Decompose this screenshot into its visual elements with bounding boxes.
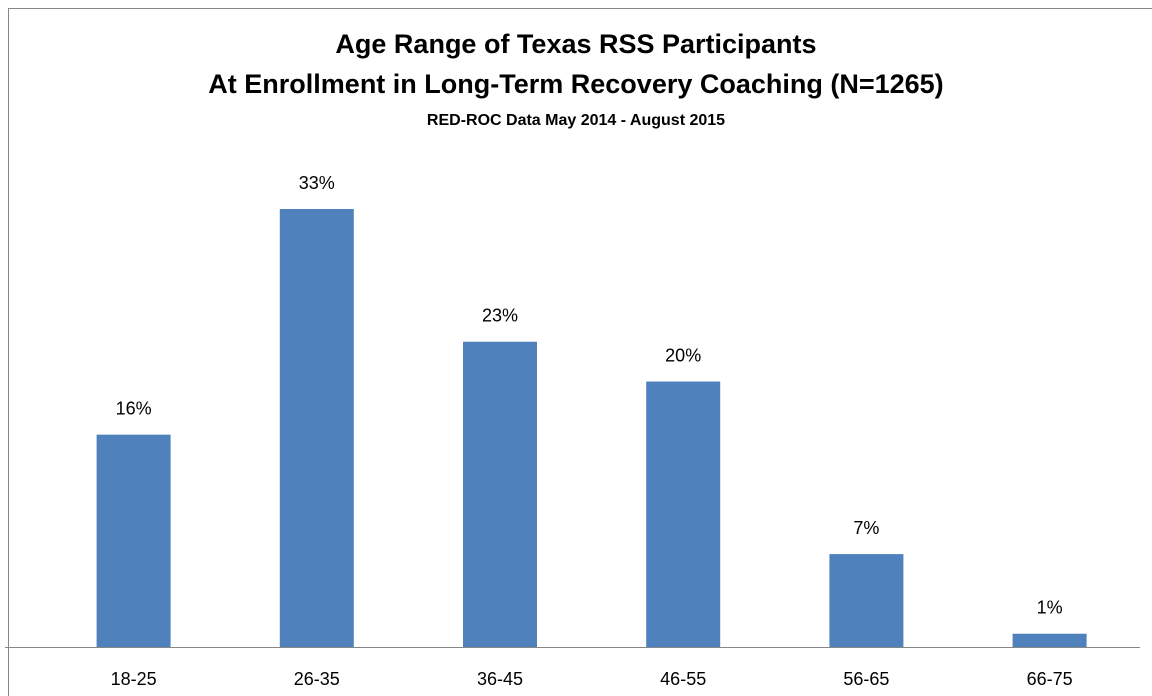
data-label: 20% xyxy=(665,345,701,365)
chart-frame xyxy=(8,8,1152,696)
chart-subtitle: RED-ROC Data May 2014 - August 2015 xyxy=(427,112,725,129)
x-tick-label: 36-45 xyxy=(477,669,523,689)
data-label: 33% xyxy=(299,173,335,193)
bar xyxy=(279,209,354,647)
data-label: 7% xyxy=(853,518,879,538)
x-tick-label: 56-65 xyxy=(843,669,889,689)
x-tick-label: 18-25 xyxy=(111,669,157,689)
x-tick-label: 26-35 xyxy=(294,669,340,689)
bar xyxy=(463,341,537,647)
bar xyxy=(646,381,721,647)
data-label: 1% xyxy=(1037,597,1063,617)
chart-title: Age Range of Texas RSS Participants xyxy=(335,29,816,59)
chart-title: At Enrollment in Long-Term Recovery Coac… xyxy=(208,69,943,99)
data-label: 16% xyxy=(116,398,152,418)
bar xyxy=(829,554,904,647)
x-tick-label: 46-55 xyxy=(660,669,706,689)
data-label: 23% xyxy=(482,305,518,325)
x-tick-label: 66-75 xyxy=(1027,669,1073,689)
bar xyxy=(1012,633,1087,647)
bar xyxy=(96,434,171,647)
